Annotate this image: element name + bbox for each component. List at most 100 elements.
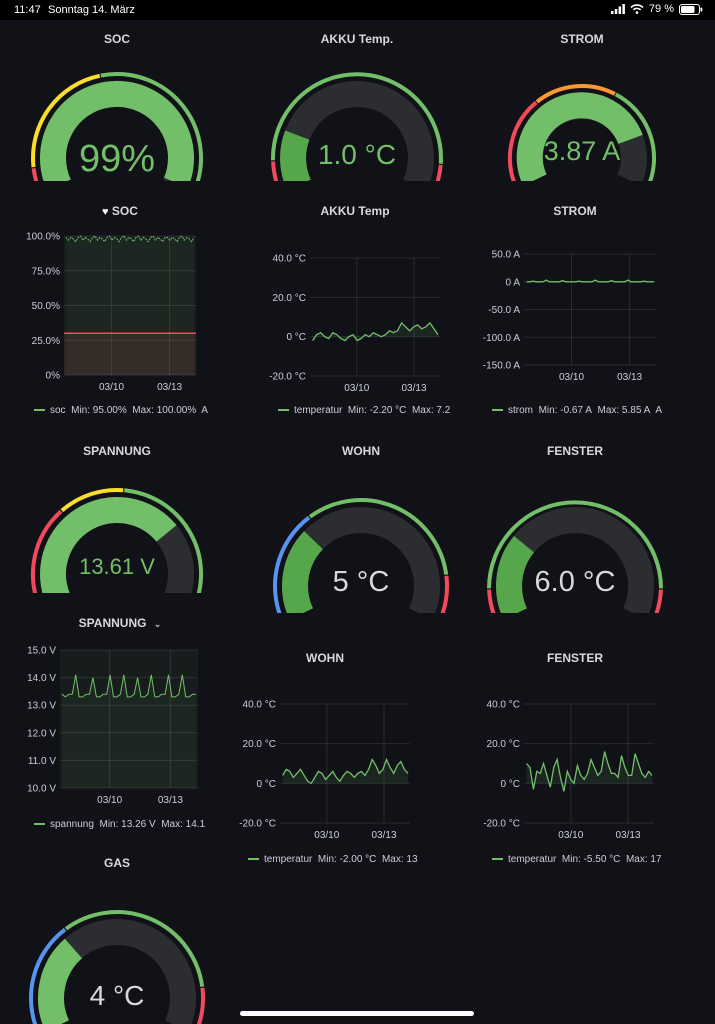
x-tick-label: 03/13 (157, 382, 182, 393)
legend-max: Max: 13 (381, 854, 418, 865)
y-tick-label: 0 °C (256, 779, 276, 790)
gauge-threshold-band (487, 589, 496, 613)
time-series-chart: 40.0 °C 20.0 °C 0 °C -20.0 °C 03/10 03/13 (239, 700, 410, 841)
x-tick-label: 03/10 (344, 383, 369, 394)
home-indicator[interactable] (240, 1011, 474, 1016)
gauge-fill (280, 130, 312, 181)
gauge-threshold-band (508, 100, 538, 181)
y-tick-label: 11.0 V (28, 756, 56, 767)
legend-max: Max: 17 (625, 854, 662, 865)
legend[interactable]: strom Min: -0.67 A Max: 5.85 A A (492, 405, 672, 416)
graph-panel-fenster: FENSTER 40.0 °C 20.0 °C 0 °C -20.0 °C 03/10 0… (470, 645, 680, 873)
series-area (312, 322, 438, 341)
panel-title: WOHN (342, 444, 380, 458)
gauge-value: 1.0 °C (317, 139, 397, 170)
series-line (526, 751, 653, 792)
gauge-value: 3.87 A (543, 136, 621, 166)
gauge-dial (487, 500, 663, 613)
y-tick-label: 0 A (506, 277, 521, 288)
legend[interactable]: temperatur Min: -2.00 °C Max: 13 (248, 854, 428, 865)
y-tick-label: 13.0 V (27, 701, 56, 712)
legend[interactable]: temperatur Min: -2.20 °C Max: 7.2 (278, 405, 458, 416)
gauge-threshold-band (64, 910, 205, 987)
legend-max: Max: 100.00% (132, 405, 197, 416)
y-tick-label: 20.0 °C (273, 293, 306, 304)
x-tick-label: 03/13 (615, 830, 640, 841)
legend[interactable]: spannung Min: 13.26 V Max: 14.1 (34, 819, 214, 830)
x-tick-label: 03/10 (314, 830, 339, 841)
gauge-threshold-band (196, 987, 205, 1024)
x-tick-label: 03/10 (97, 795, 122, 806)
y-tick-label: 0 °C (286, 332, 306, 343)
series-line (65, 235, 195, 243)
gauge-threshold-band (60, 487, 124, 513)
panel-title: WOHN (306, 651, 344, 665)
y-tick-label: 40.0 °C (487, 700, 520, 711)
gauge-fill (40, 497, 177, 593)
gauge-threshold-band (435, 164, 443, 181)
y-tick-label: -100.0 A (483, 333, 521, 344)
heart-icon: ♥ (102, 206, 109, 218)
graph-panel-spannung: SPANNUNG ⌄ 15.0 V 14.0 V 13.0 V 12.0 V 11.0 … (20, 610, 220, 840)
gauge-dial (28, 910, 205, 1024)
y-tick-label: 75.0% (32, 266, 60, 277)
battery-percent: 79 % (648, 3, 674, 15)
gauge-panel-spannung: SPANNUNG 13.61 V (20, 438, 214, 598)
panel-title: SPANNUNG (78, 616, 147, 630)
legend-series-color (492, 858, 503, 861)
gauge-fill (38, 938, 83, 1024)
legend-extra: A (655, 405, 662, 416)
panel-title: AKKU Temp (320, 204, 390, 218)
y-tick-label: 10.0 V (27, 784, 56, 795)
legend-series-name: strom (508, 405, 533, 416)
x-tick-label: 03/10 (558, 830, 583, 841)
y-tick-label: 0 °C (500, 779, 520, 790)
legend-series-color (278, 409, 289, 412)
gauge-panel-gas: GAS 4 °C (20, 850, 214, 1024)
series-area (66, 236, 194, 375)
x-tick-label: 03/10 (559, 372, 584, 383)
x-tick-label: 03/13 (401, 383, 426, 394)
y-tick-label: 20.0 °C (487, 739, 520, 750)
gauge-threshold-band (271, 161, 279, 181)
gauge-fill (496, 535, 535, 613)
legend-max: Max: 7.2 (411, 405, 451, 416)
time-series-chart: 15.0 V 14.0 V 13.0 V 12.0 V 11.0 V 10.0 V 03/1… (27, 646, 198, 806)
series-line (282, 757, 409, 785)
gauge-panel-akku-temp: AKKU Temp. 1.0 °C (260, 26, 454, 186)
legend[interactable]: soc Min: 95.00% Max: 100.00% A (34, 405, 214, 416)
legend-max: Max: 14.1 (161, 819, 206, 830)
panel-title: STROM (560, 32, 604, 46)
y-tick-label: 100.0% (26, 232, 60, 243)
gauge-threshold-band (487, 500, 663, 589)
y-tick-label: -150.0 A (483, 361, 521, 372)
legend-min: Min: -5.50 °C (561, 854, 621, 865)
plot-area (64, 236, 196, 375)
legend-min: Min: 13.26 V (99, 819, 156, 830)
legend-series-color (34, 409, 45, 412)
y-tick-label: 12.0 V (27, 728, 56, 739)
legend[interactable]: temperatur Min: -5.50 °C Max: 17 (492, 854, 672, 865)
panel-title-row[interactable]: SPANNUNG ⌄ (20, 616, 220, 630)
panel-title-row[interactable]: ♥ SOC (20, 204, 220, 218)
gauge-panel-strom: STROM 3.87 A (485, 26, 679, 186)
status-date: Sonntag 14. März (48, 4, 135, 16)
y-tick-label: 50.0% (32, 301, 60, 312)
series-area (282, 759, 408, 784)
time-series-chart: 100.0% 75.0% 50.0% 25.0% 0% 03/10 03/13 (26, 232, 196, 393)
gauge-value: 5 °C (332, 566, 390, 598)
threshold-region (64, 333, 196, 375)
gauge-dial (508, 84, 656, 181)
gauge-value: 99% (78, 138, 156, 180)
y-tick-label: -20.0 °C (483, 819, 520, 830)
legend-min: Min: -2.00 °C (317, 854, 377, 865)
plot-area (60, 650, 198, 788)
y-tick-label: 40.0 °C (243, 700, 276, 711)
gauge-value: 13.61 V (79, 554, 155, 579)
panel-title: SPANNUNG (83, 444, 151, 458)
time-series-chart: 50.0 A 0 A -50.0 A -100.0 A -150.0 A 03/10 03/… (483, 250, 656, 383)
cellular-signal-icon (610, 4, 625, 14)
gauge-threshold-band (614, 92, 656, 181)
y-tick-label: 0% (46, 371, 61, 382)
gauge-fill (516, 92, 643, 181)
